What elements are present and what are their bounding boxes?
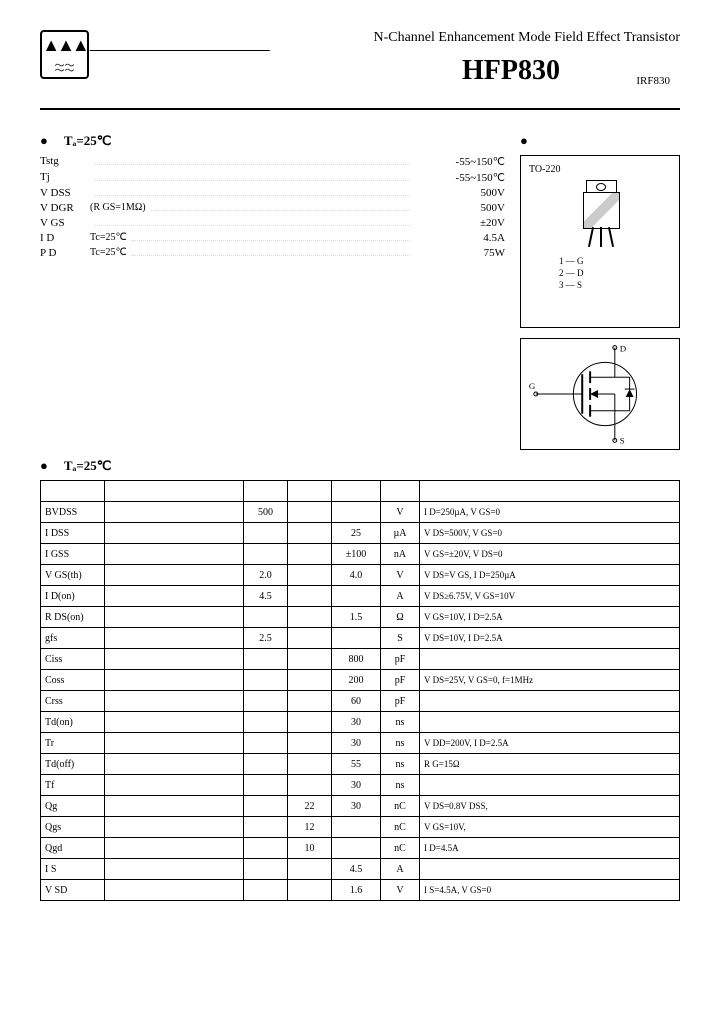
svg-text:G: G — [529, 381, 536, 391]
device-type: N-Channel Enhancement Mode Field Effect … — [373, 30, 680, 46]
package-name: TO-220 — [529, 164, 671, 175]
table-row: I DSS25µAV DS=500V, V GS=0 — [41, 523, 680, 544]
table-row: Coss200pFV DS=25V, V GS=0, f=1MHz — [41, 670, 680, 691]
ratings-row: Tstg-55~150℃ — [40, 155, 505, 168]
ratings-column: ● Tₐ=25℃ Tstg-55~150℃ Tj-55~150℃ V DSS500V… — [40, 125, 505, 450]
table-row: gfs2.5SV DS=10V, I D=2.5A — [41, 628, 680, 649]
pin-list: 1 — G 2 — D 3 — S — [529, 255, 671, 291]
pin-3: 3 — S — [559, 279, 671, 291]
header-divider — [66, 50, 270, 91]
alt-part-number: IRF830 — [636, 75, 670, 87]
table-row: I D(on)4.5AV DS≥6.75V, V GS=10V — [41, 586, 680, 607]
table-row: I GSS±100nAV GS=±20V, V DS=0 — [41, 544, 680, 565]
table-row: I S4.5A — [41, 859, 680, 880]
mosfet-symbol-icon: G D S — [521, 339, 679, 449]
table-row: Tf30ns — [41, 775, 680, 796]
table-row: V GS(th)2.04.0VV DS=V GS, I D=250µA — [41, 565, 680, 586]
page-header: ▲▲▲ ～～～～ N-Channel Enhancement Mode Fiel… — [40, 30, 680, 110]
table-row: Ciss800pF — [41, 649, 680, 670]
package-column: ● TO-220 1 — G 2 — D 3 — S G — [520, 125, 680, 450]
table-row: Crss60pF — [41, 691, 680, 712]
ratings-row: V GS±20V — [40, 217, 505, 229]
ratings-row: Tj-55~150℃ — [40, 171, 505, 184]
pin-2: 2 — D — [559, 267, 671, 279]
schematic-symbol-box: G D S — [520, 338, 680, 450]
package-header: ● — [520, 133, 680, 149]
table-row: Qgs12nCV GS=10V, — [41, 817, 680, 838]
package-drawing — [573, 180, 628, 250]
table-row: BVDSS500VI D=250µA, V GS=0 — [41, 502, 680, 523]
table-row: V SD1.6VI S=4.5A, V GS=0 — [41, 880, 680, 901]
parameters-table: BVDSS500VI D=250µA, V GS=0I DSS25µAV DS=… — [40, 480, 680, 901]
table-header-row — [41, 481, 680, 502]
table-row: Tr30nsV DD=200V, I D=2.5A — [41, 733, 680, 754]
ratings-row: V DSS500V — [40, 187, 505, 199]
table-row: Td(off)55nsR G=15Ω — [41, 754, 680, 775]
ratings-row: V DGR(R GS=1MΩ)500V — [40, 202, 505, 214]
part-number: HFP830 — [462, 55, 560, 87]
logo-trees-icon: ▲▲▲ — [42, 35, 86, 56]
svg-text:D: D — [620, 344, 627, 354]
pin-1: 1 — G — [559, 255, 671, 267]
table-row: R DS(on)1.5ΩV GS=10V, I D=2.5A — [41, 607, 680, 628]
table-row: Qg2230nCV DS=0.8V DSS, — [41, 796, 680, 817]
table-row: Td(on)30ns — [41, 712, 680, 733]
table-row: Qgd10nCI D=4.5A — [41, 838, 680, 859]
ratings-row: P DTc=25℃75W — [40, 247, 505, 259]
svg-text:S: S — [620, 435, 625, 445]
params-header: ● Tₐ=25℃ — [40, 458, 680, 474]
ratings-row: I DTc=25℃4.5A — [40, 232, 505, 244]
package-outline-box: TO-220 1 — G 2 — D 3 — S — [520, 155, 680, 328]
ratings-header: ● Tₐ=25℃ — [40, 133, 505, 149]
